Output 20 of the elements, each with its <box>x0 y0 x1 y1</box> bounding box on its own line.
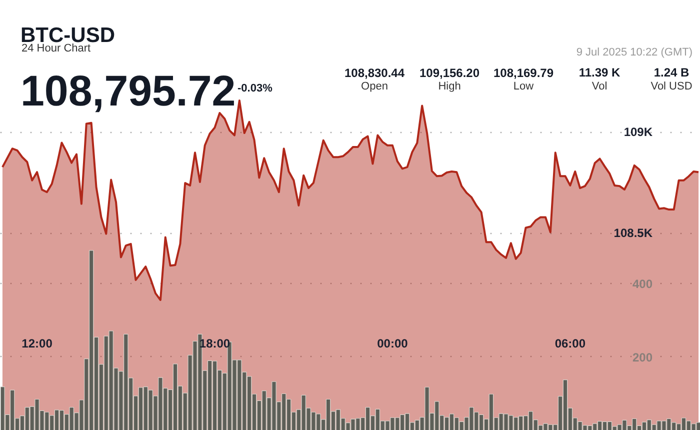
annotation: 1.24 B <box>654 66 690 80</box>
annotation: 108,830.44 <box>344 66 405 80</box>
x-tick-label: 12:00 <box>22 336 53 350</box>
y2-tick-label: 400 <box>632 276 653 291</box>
annotation: Low <box>513 80 534 92</box>
y-tick-label: 109K <box>624 125 653 140</box>
annotation: 11.39 K <box>578 66 621 80</box>
annotation: High <box>438 80 461 92</box>
x-tick-label: 00:00 <box>377 336 408 350</box>
annotation: Vol USD <box>650 80 692 92</box>
y2-tick-label: 200 <box>632 350 653 364</box>
annotation: -0.03% <box>238 82 273 94</box>
annotation: Open <box>361 80 388 92</box>
x-tick-label: 06:00 <box>554 336 586 350</box>
y-tick-label: 108.5K <box>614 226 653 240</box>
annotation: 109,156.20 <box>419 66 480 80</box>
annotation: 108,795.72 <box>20 68 236 116</box>
annotation: 9 Jul 2025 10:22 (GMT) <box>576 46 693 58</box>
annotation: Vol <box>592 80 608 92</box>
annotation: 108,169.79 <box>493 66 554 80</box>
